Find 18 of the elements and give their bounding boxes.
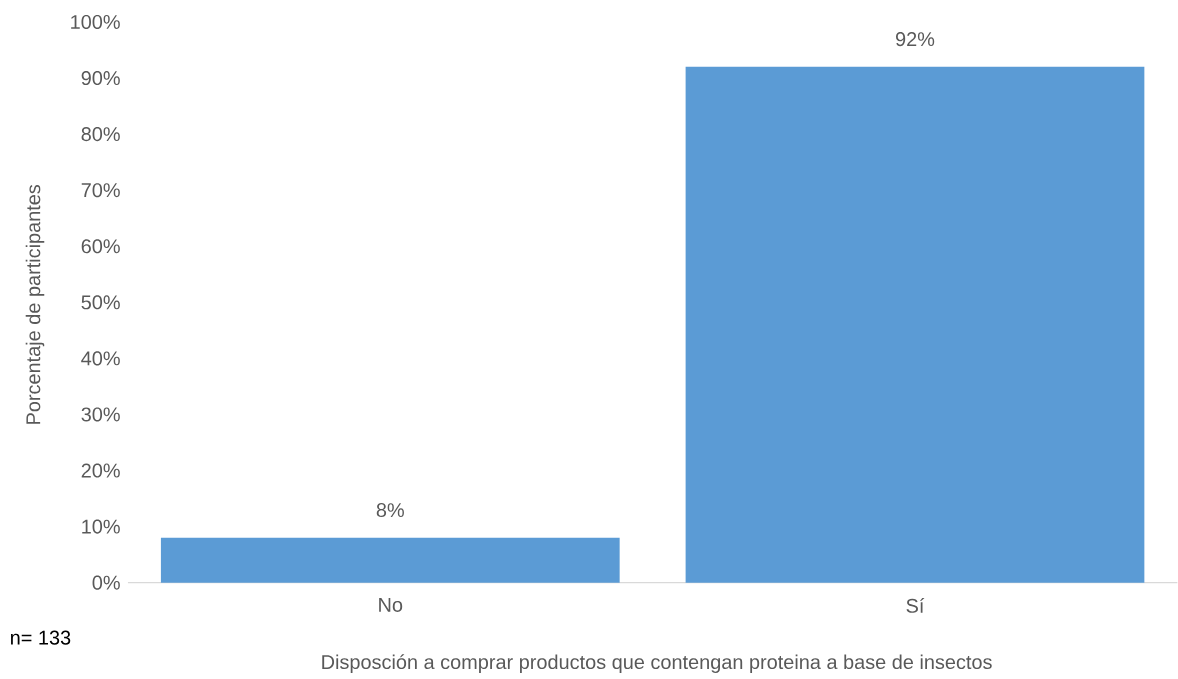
x-axis-title: Disposción a comprar productos que contengan proteina a base de insectos xyxy=(322,654,992,674)
y-tick-label: 80% xyxy=(81,127,120,142)
x-tick-label: Sí xyxy=(906,598,925,614)
y-tick-label: 40% xyxy=(81,351,120,366)
data-label: 92% xyxy=(896,32,935,47)
x-tick-label: No xyxy=(379,598,403,613)
y-tick-label: 70% xyxy=(81,183,120,198)
y-tick-label: 90% xyxy=(81,71,120,86)
y-tick-label: 60% xyxy=(81,239,120,254)
y-tick-label: 50% xyxy=(81,295,120,310)
y-axis-title: Porcentaje de participantes xyxy=(25,185,45,425)
y-tick-label: 0% xyxy=(92,575,120,590)
y-tick-label: 100% xyxy=(71,15,120,30)
y-tick-label: 30% xyxy=(81,407,120,422)
data-label: 8% xyxy=(376,503,404,518)
text: n= 133 xyxy=(11,630,71,645)
y-tick-label: 10% xyxy=(82,519,120,534)
y-tick-label: 20% xyxy=(81,463,120,478)
